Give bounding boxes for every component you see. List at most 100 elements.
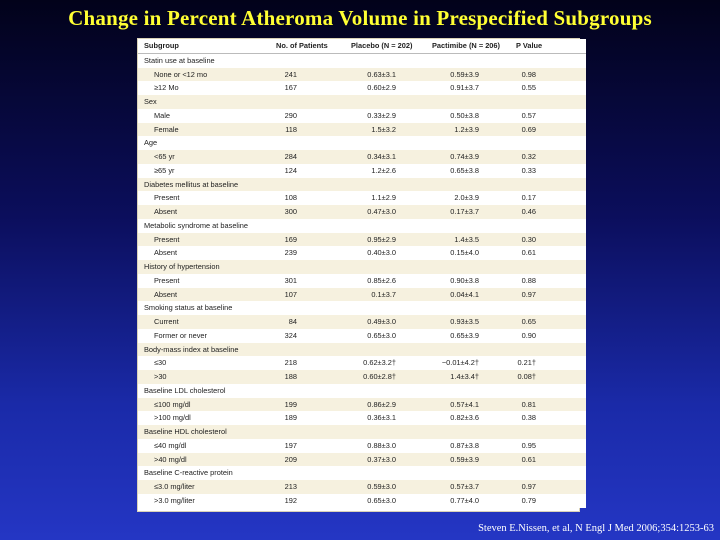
p-value-cell-value: 0.61 — [521, 454, 536, 464]
p-value-cell: 0.65 — [516, 315, 586, 329]
p-value-cell-value: 0.79 — [521, 495, 536, 505]
p-value-cell: 0.33 — [516, 164, 586, 178]
placebo-cell-value: 0.36±3.1 — [367, 413, 396, 423]
p-value-cell-value: 0.81 — [521, 399, 536, 409]
patients-cell: 167 — [276, 81, 351, 95]
subgroup-cell: Former or never — [154, 330, 207, 340]
pactimibe-cell: 0.82±3.6 — [432, 411, 516, 425]
placebo-cell-value: 0.33±2.9 — [367, 110, 396, 120]
patients-cell-value: 301 — [284, 275, 297, 285]
subgroup-cell: Absent — [154, 207, 178, 216]
pactimibe-cell-value: 0.57±3.7 — [450, 482, 479, 491]
p-value-cell-value: 0.30 — [521, 234, 536, 244]
category-label: Smoking status at baseline — [144, 303, 233, 313]
subgroup-cell: <65 yr — [154, 152, 175, 161]
pactimibe-cell-value: 1.4±3.5 — [454, 234, 479, 244]
p-value-cell: 0.32 — [516, 150, 586, 164]
category-label: Baseline C-reactive protein — [144, 468, 233, 478]
pactimibe-cell-value: 0.59±3.9 — [450, 454, 479, 464]
p-value-cell: 0.90 — [516, 329, 586, 343]
pactimibe-cell-value: 0.59±3.9 — [450, 69, 479, 79]
subgroup-cell: ≤30 — [154, 358, 167, 368]
table-row: Current 84 0.49±3.0 0.93±3.5 0.65 — [138, 315, 586, 329]
patients-cell: 218 — [276, 356, 351, 370]
pactimibe-cell: 0.90±3.8 — [432, 274, 516, 288]
category-label: Baseline HDL cholesterol — [144, 427, 227, 436]
patients-cell-value: 213 — [284, 482, 297, 491]
category-row: Baseline C-reactive protein — [138, 466, 586, 480]
p-value-cell: 0.61 — [516, 453, 586, 467]
p-value-cell-value: 0.65 — [521, 317, 536, 326]
placebo-cell-value: 0.86±2.9 — [367, 399, 396, 409]
table-row: >3.0 mg/liter 192 0.65±3.0 0.77±4.0 0.79 — [138, 493, 586, 508]
p-value-cell: 0.57 — [516, 109, 586, 123]
p-value-cell: 0.79 — [516, 494, 586, 508]
category-row: Statin use at baseline — [138, 53, 586, 68]
placebo-cell: 0.62±3.2† — [351, 356, 432, 370]
table-row: <65 yr 284 0.34±3.1 0.74±3.9 0.32 — [138, 150, 586, 164]
placebo-cell: 0.85±2.6 — [351, 274, 432, 288]
patients-cell-value: 290 — [284, 110, 297, 120]
subgroup-cell: ≥12 Mo — [154, 83, 179, 93]
subgroup-cell: None or <12 mo — [154, 69, 208, 79]
patients-cell: 124 — [276, 164, 351, 178]
patients-cell-value: 84 — [288, 317, 297, 326]
subgroup-cell: ≤3.0 mg/liter — [154, 482, 195, 491]
placebo-cell: 0.60±2.8† — [351, 370, 432, 384]
pactimibe-cell: 0.57±4.1 — [432, 398, 516, 412]
placebo-cell-value: 0.85±2.6 — [367, 275, 396, 285]
placebo-cell-value: 1.2±2.6 — [371, 165, 396, 175]
table-row: Male 290 0.33±2.9 0.50±3.8 0.57 — [138, 108, 586, 123]
pactimibe-cell-value: 0.90±3.8 — [450, 275, 479, 285]
p-value-cell-value: 0.90 — [521, 330, 536, 340]
patients-cell: 108 — [276, 191, 351, 205]
table-body: Statin use at baseline None or <12 mo 241 0… — [138, 53, 586, 508]
subgroup-cell: Absent — [154, 248, 178, 258]
placebo-cell: 0.33±2.9 — [351, 109, 432, 123]
patients-cell-value: 108 — [284, 193, 297, 203]
subgroup-table: Subgroup No. of Patients Placebo (N = 20… — [138, 39, 586, 508]
header-subgroup: Subgroup — [138, 39, 276, 54]
patients-cell: 209 — [276, 453, 351, 467]
subgroup-cell: >30 — [154, 372, 167, 381]
pactimibe-cell: 0.74±3.9 — [432, 150, 516, 164]
placebo-cell: 0.88±3.0 — [351, 439, 432, 453]
placebo-cell-value: 0.60±2.8† — [363, 372, 396, 381]
patients-cell-value: 192 — [284, 495, 297, 505]
patients-cell-value: 209 — [284, 454, 297, 464]
p-value-cell-value: 0.98 — [521, 69, 536, 79]
p-value-cell-value: 0.08† — [517, 372, 537, 381]
pactimibe-cell-value: 0.82±3.6 — [450, 413, 479, 423]
p-value-cell-value: 0.33 — [521, 165, 536, 175]
p-value-cell-value: 0.61 — [521, 248, 536, 258]
patients-cell-value: 197 — [284, 440, 297, 450]
table-row: Absent 300 0.47±3.0 0.17±3.7 0.46 — [138, 205, 586, 219]
pactimibe-cell-value: 0.57±4.1 — [450, 399, 479, 409]
patients-cell: 189 — [276, 411, 351, 425]
pactimibe-cell-value: 0.50±3.8 — [450, 110, 479, 120]
category-label: History of hypertension — [144, 262, 220, 271]
placebo-cell: 0.34±3.1 — [351, 150, 432, 164]
table-row: Present 108 1.1±2.9 2.0±3.9 0.17 — [138, 191, 586, 205]
placebo-cell-value: 0.95±2.9 — [367, 234, 396, 244]
slide-title: Change in Percent Atheroma Volume in Pre… — [68, 6, 652, 30]
placebo-cell: 1.2±2.6 — [351, 164, 432, 178]
pactimibe-cell-value: 1.2±3.9 — [454, 124, 479, 134]
placebo-cell: 1.5±3.2 — [351, 123, 432, 137]
pactimibe-cell-value: 0.77±4.0 — [450, 495, 479, 505]
category-label: Baseline LDL cholesterol — [144, 385, 226, 395]
p-value-cell: 0.61 — [516, 246, 586, 260]
patients-cell: 107 — [276, 288, 351, 302]
p-value-cell-value: 0.17 — [521, 193, 536, 203]
placebo-cell-value: 0.60±2.9 — [367, 83, 396, 93]
pactimibe-cell-value: 1.4±3.4† — [450, 372, 479, 381]
patients-cell-value: 324 — [284, 330, 297, 340]
pactimibe-cell-value: 0.93±3.5 — [450, 317, 479, 326]
patients-cell: 188 — [276, 370, 351, 384]
category-label: Sex — [144, 97, 157, 106]
patients-cell-value: 189 — [284, 413, 297, 423]
patients-cell: 197 — [276, 439, 351, 453]
placebo-cell: 0.36±3.1 — [351, 411, 432, 425]
category-row: Baseline LDL cholesterol — [138, 383, 586, 398]
patients-cell: 239 — [276, 246, 351, 260]
